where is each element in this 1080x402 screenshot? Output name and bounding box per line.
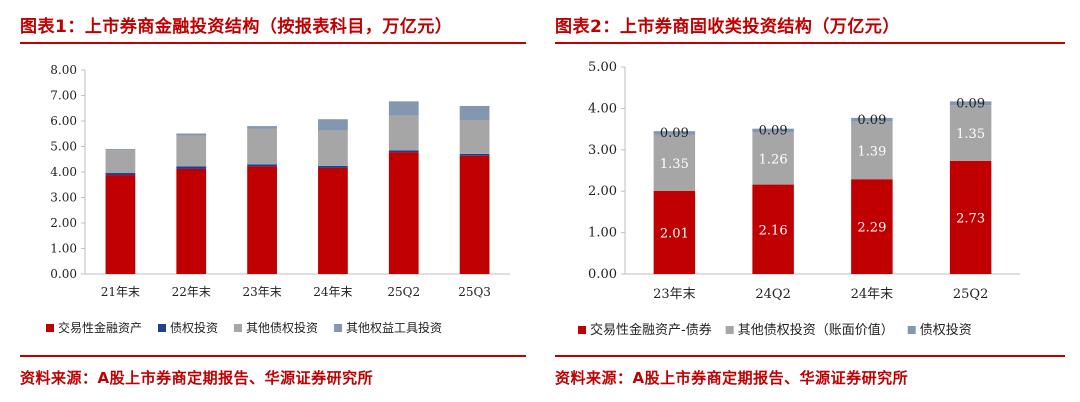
legend-swatch [158,324,167,332]
y-tick-label: 3.00 [588,143,617,158]
y-tick-label: 5.00 [50,140,77,154]
data-label: 0.09 [857,113,886,128]
x-tick-label: 24Q2 [755,287,790,302]
x-tick-label: 24年末 [313,285,352,299]
bar-segment [752,184,794,274]
chart-panel-1: 图表1：上市券商金融投资结构（按报表科目，万亿元） 0.00 1.00 2.00 3.… [0,0,530,402]
y-tick-label: 5.00 [588,60,617,75]
bar-segment [752,128,794,133]
bar-segment [176,168,207,274]
legend-label: 债权投资 [920,322,972,338]
x-tick-label: 25Q2 [387,285,420,299]
y-tick-label: 4.00 [588,101,617,116]
source-rule [555,355,1065,357]
bar-segment [851,179,893,274]
title-rule [555,42,1065,44]
source-note: 资料来源：A股上市券商定期报告、华源证券研究所 [20,369,374,387]
legend-swatch [578,326,586,334]
data-label: 2.01 [660,226,689,241]
y-tick-label: 1.00 [50,242,77,256]
bar-segment [653,131,696,135]
data-label: 1.26 [759,152,788,167]
bar-segment [851,121,893,180]
chart-title: 图表1：上市券商金融投资结构（按报表科目，万亿元） [20,17,453,37]
data-label: 0.09 [956,96,985,111]
data-label: 2.16 [759,223,788,238]
bar-segment [318,167,348,274]
bar-segment [247,166,277,274]
y-tick-label: 7.00 [50,89,77,103]
legend-swatch [46,324,54,332]
bar-segment [459,119,490,154]
bar-segment [247,126,277,129]
bar-segment [388,152,419,274]
bar-segment [105,149,136,151]
legend-label: 交易性金融资产-债券 [590,322,712,338]
legend-label: 其他债权投资（账面价值） [738,322,894,338]
bar-segment [388,150,419,153]
bar-segment [388,115,419,151]
legend-swatch [725,326,734,334]
bar-chart: 0.00 1.00 2.00 3.00 4.00 5.00 23年末 2.01 1.35 0.09… [578,60,1020,338]
data-label: 2.73 [956,211,985,226]
title-rule [20,42,526,44]
y-tick-label: 3.00 [50,191,77,205]
legend-label: 其他债权投资 [246,320,318,335]
x-tick-label: 23年末 [242,285,281,299]
bar-segment [176,135,207,167]
bar-segment [653,190,696,274]
y-tick-label: 6.00 [50,114,77,128]
data-label: 1.35 [956,127,985,142]
bar-segment [105,173,136,176]
data-label: 0.09 [660,126,689,141]
chart-title: 图表2：上市券商固收类投资结构（万亿元） [555,17,900,37]
x-tick-label: 25Q2 [953,287,988,302]
x-tick-label: 25Q3 [458,285,491,299]
bar-segment [388,101,419,116]
x-tick-label: 22年末 [172,285,211,299]
bar-segment [176,133,207,136]
data-label: 0.09 [759,124,788,139]
bar-segment [318,165,348,168]
bar-chart: 0.00 1.00 2.00 3.00 4.00 5.00 6.00 7.00 8.00 21年末… [46,63,510,335]
chart-panel-2: 图表2：上市券商固收类投资结构（万亿元） 0.00 1.00 2.00 3.00 4.0… [550,0,1080,402]
bar-segment [105,175,136,274]
bar-segment [318,119,348,131]
y-tick-label: 8.00 [50,63,77,77]
bar-segment [176,166,207,169]
bar-segment [247,128,277,165]
bar-segment [949,105,992,161]
bar-segment [752,132,794,185]
bar-segment [653,134,696,191]
y-tick-label: 1.00 [588,226,617,241]
legend-swatch [234,324,243,332]
data-label: 2.29 [857,221,886,236]
legend-label: 债权投资 [170,320,218,335]
bar-segment [459,105,490,120]
legend-swatch [907,326,916,334]
data-label: 1.39 [857,144,886,159]
source-rule [20,355,526,357]
y-tick-label: 0.00 [50,267,77,281]
bar-segment [459,155,490,274]
legend-label: 其他权益工具投资 [346,320,442,335]
x-tick-label: 24年末 [851,287,894,302]
bar-segment [459,153,490,156]
bar-segment [949,160,992,274]
bar-segment [318,130,348,166]
bar-segment [851,117,893,122]
data-label: 1.35 [660,157,689,172]
y-tick-label: 2.00 [50,216,77,230]
legend-label: 交易性金融资产 [58,320,142,335]
bar-segment [105,150,136,174]
bar-segment [949,101,992,106]
y-tick-label: 0.00 [588,267,617,282]
source-note: 资料来源：A股上市券商定期报告、华源证券研究所 [555,369,909,387]
bar-segment [247,164,277,167]
x-tick-label: 23年末 [653,287,696,302]
y-tick-label: 4.00 [50,165,77,179]
x-tick-label: 21年末 [101,285,140,299]
legend-swatch [334,324,343,332]
y-tick-label: 2.00 [588,184,617,199]
